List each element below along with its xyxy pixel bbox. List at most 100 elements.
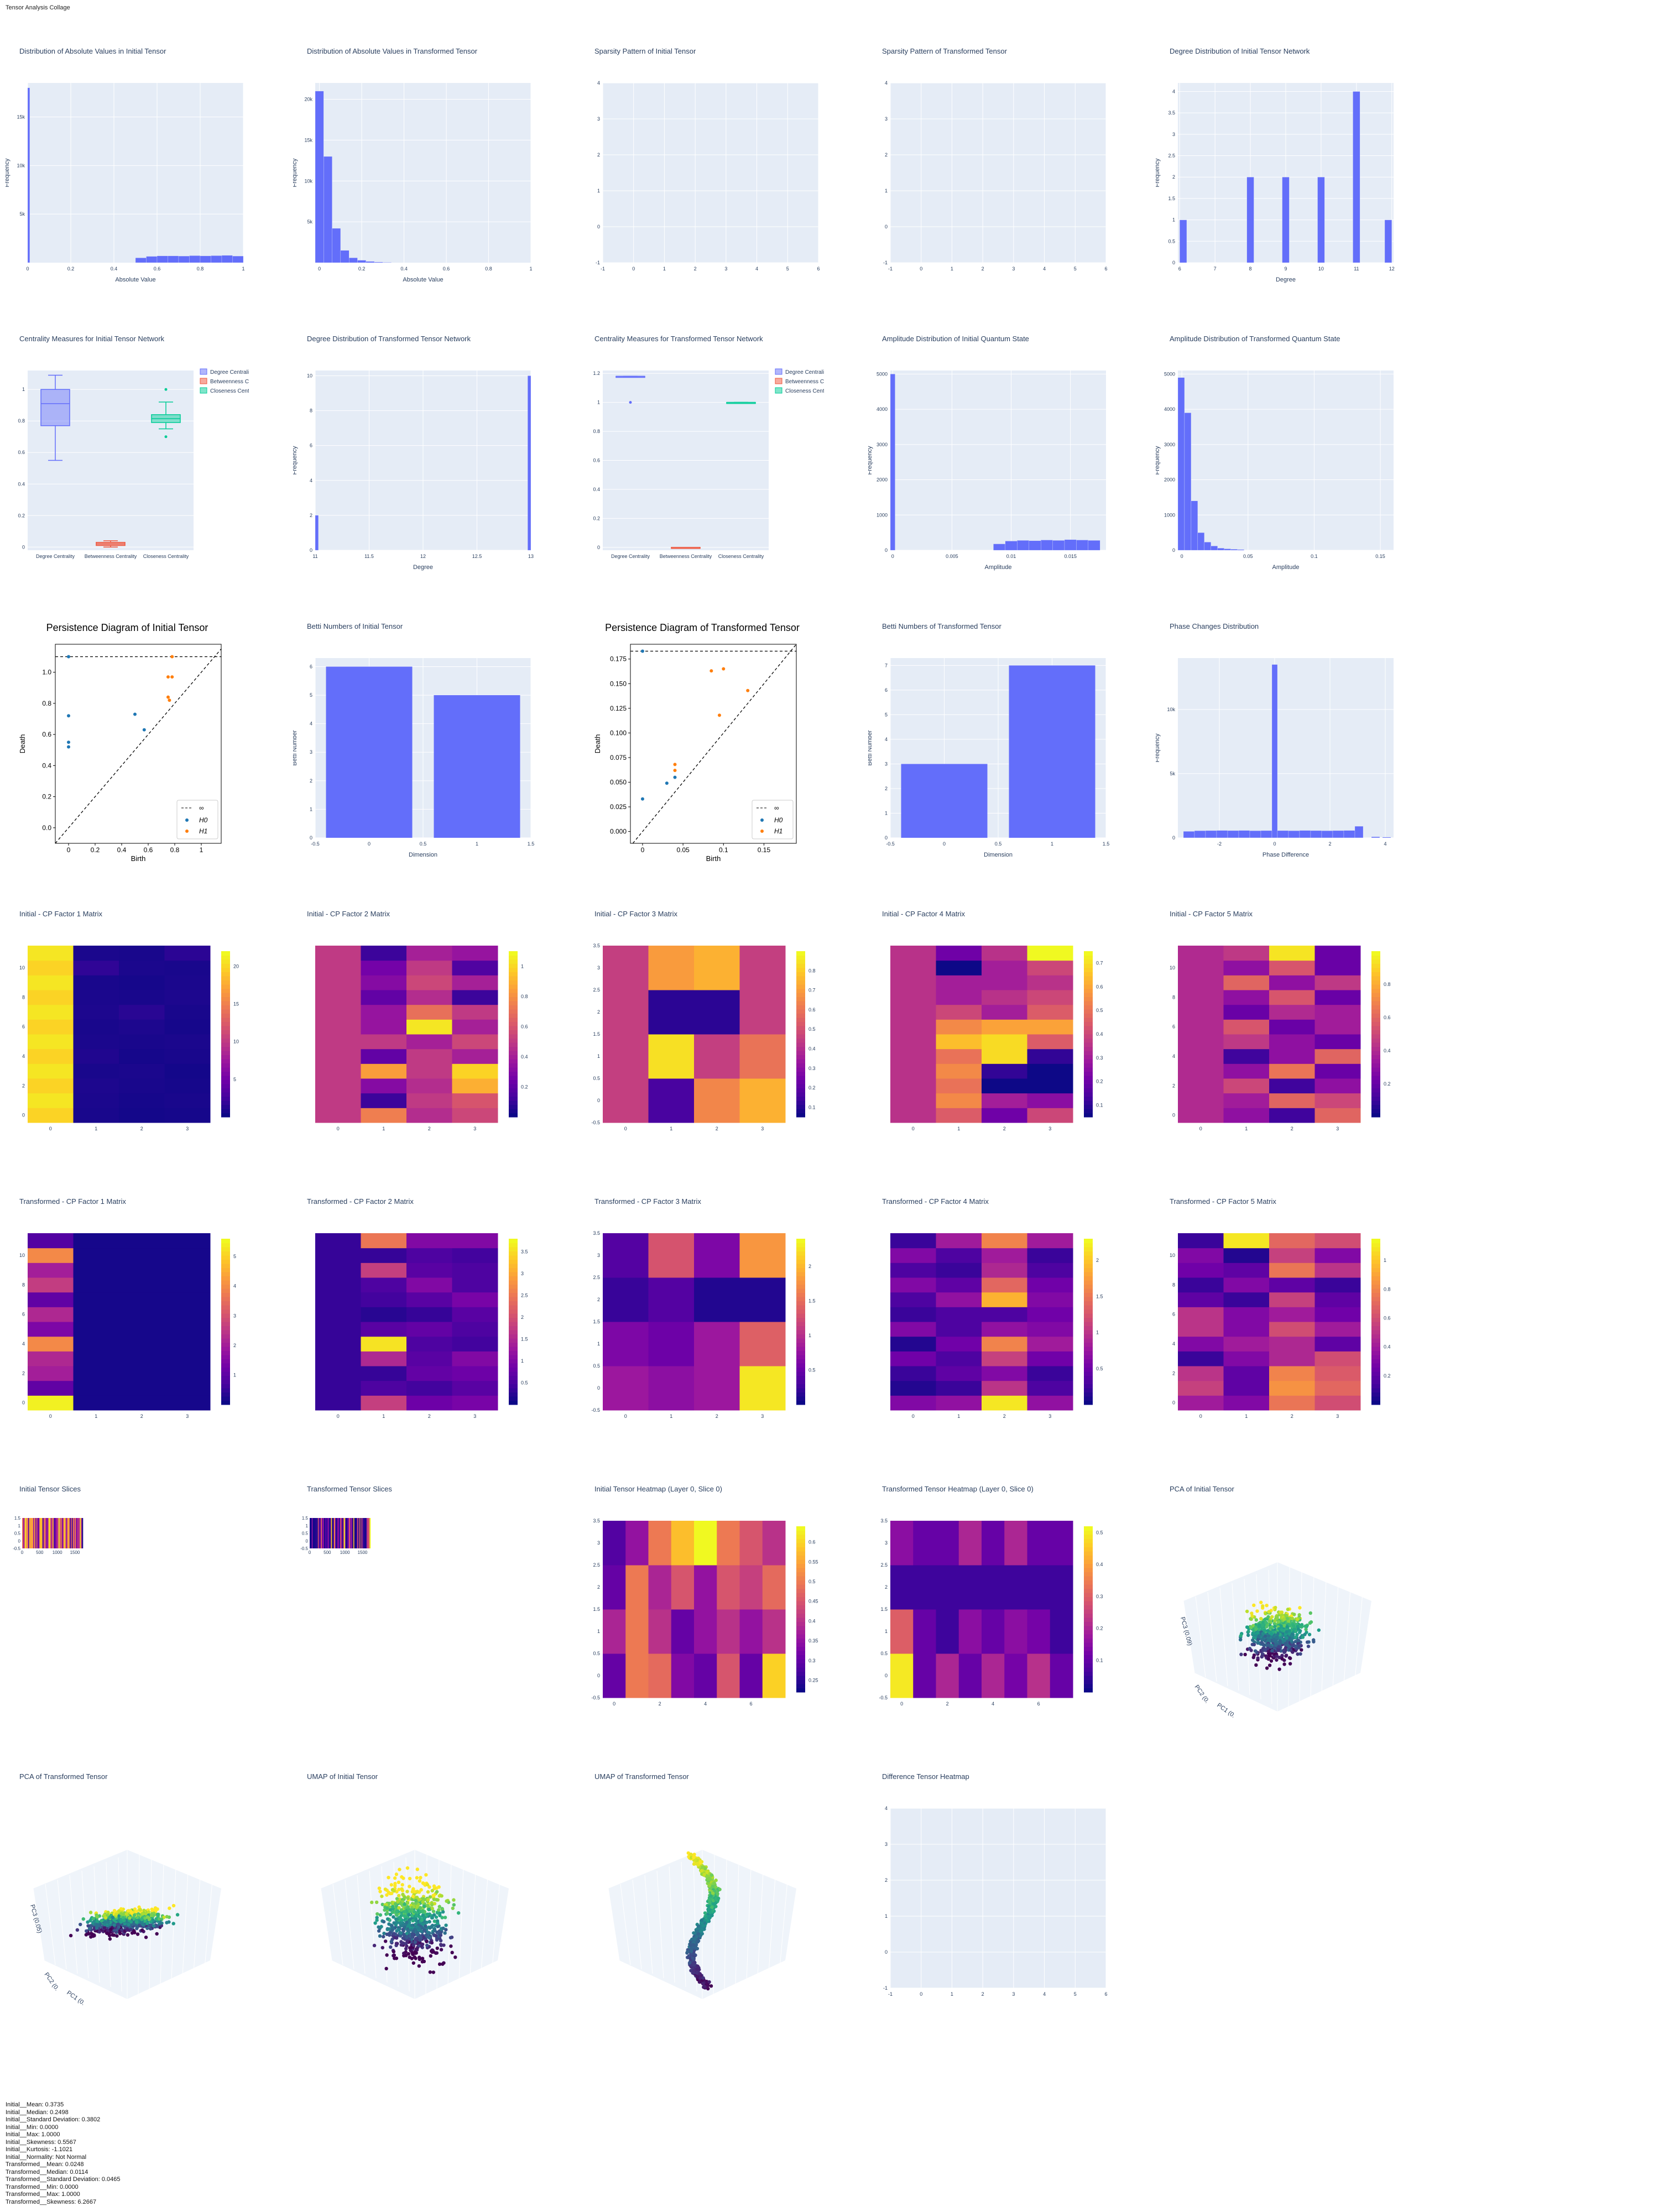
strip-slice: [28, 1518, 30, 1548]
scatter-point: [456, 1911, 461, 1915]
scatter-point: [1284, 1653, 1288, 1657]
chart-svg: 0 1 2 30.511.522.533.5: [315, 1233, 528, 1419]
scatter-point: [91, 1917, 96, 1921]
y-tick-label: 0: [1172, 1113, 1175, 1118]
colorbar-segment: [796, 1280, 805, 1285]
scatter-point: [414, 1898, 418, 1902]
scatter-point: [380, 1894, 384, 1898]
y-tick-label: -0.5: [591, 1407, 600, 1413]
y-tick-label: 0.5: [593, 1076, 600, 1081]
colorbar-segment: [509, 1005, 518, 1010]
scatter-point: [686, 1851, 690, 1855]
scatter-point: [432, 1928, 437, 1933]
y-tick-label: 2: [597, 1297, 600, 1302]
scatter-point: [1267, 1619, 1271, 1623]
x-tick-label: -0.5: [886, 841, 895, 847]
heatmap-cell: [1269, 960, 1315, 975]
heatmap-cell: [762, 1565, 786, 1610]
colorbar-segment: [1084, 1026, 1093, 1030]
heatmap-cell: [603, 1233, 649, 1278]
heatmap-cell: [406, 1292, 452, 1307]
colorbar-segment: [1084, 1076, 1093, 1080]
heatmap-cell: [1314, 1262, 1361, 1278]
strip-slice: [66, 1518, 68, 1548]
strip-slice: [49, 1518, 51, 1548]
y-tick-label: 3: [1172, 132, 1175, 137]
scatter-point: [129, 1911, 134, 1914]
y-tick-label: 3.5: [880, 1518, 888, 1524]
colorbar-segment: [1371, 1247, 1380, 1251]
heatmap-cell: [1027, 1233, 1073, 1249]
colorbar-segment: [1084, 1380, 1093, 1384]
scatter-point: [90, 1924, 93, 1928]
scatter-point: [435, 1938, 439, 1942]
x-tick-label: 0.2: [91, 846, 100, 854]
heatmap-cell: [1050, 1565, 1073, 1610]
colorbar-segment: [509, 968, 518, 972]
scatter-point: [102, 1926, 107, 1930]
scatter-point: [155, 1932, 159, 1936]
colorbar-segment: [1084, 1018, 1093, 1022]
colorbar-segment: [221, 1301, 230, 1306]
x-tick-label: -1: [601, 266, 605, 272]
h1-point: [746, 688, 750, 692]
colorbar-segment: [796, 1251, 805, 1256]
heatmap-cell: [1027, 1366, 1073, 1381]
colorbar-segment: [796, 1034, 805, 1039]
scatter-point: [383, 1887, 388, 1891]
colorbar-segment: [1084, 1084, 1093, 1088]
scene-gridline: [447, 1863, 452, 1986]
y-tick-label: 0.8: [42, 700, 51, 707]
colorbar-segment: [221, 997, 230, 1001]
strip-slice: [327, 1518, 328, 1548]
heatmap-cell: [361, 960, 407, 975]
heatmap-cell: [1027, 1019, 1073, 1035]
heatmap-cell: [315, 1108, 361, 1123]
scatter-point: [1290, 1634, 1294, 1638]
scatter-point: [398, 1921, 402, 1925]
strip-slice: [24, 1518, 25, 1548]
colorbar-segment: [221, 1280, 230, 1285]
colorbar-segment: [1371, 1096, 1380, 1101]
colorbar-segment: [1084, 1563, 1093, 1568]
colorbar-segment: [509, 1276, 518, 1281]
heatmap-cell: [603, 1653, 626, 1698]
scatter-point: [1254, 1663, 1258, 1667]
chart-title: Transformed - CP Factor 3 Matrix: [594, 1197, 701, 1206]
scatter-point: [1239, 1634, 1243, 1638]
y-tick-label: 1: [597, 400, 600, 405]
colorbar-segment: [509, 1051, 518, 1055]
y-tick-label: 1: [18, 1524, 21, 1528]
heatmap-cell: [694, 1322, 740, 1366]
heatmap-cell: [890, 1019, 936, 1035]
colorbar-segment: [796, 1243, 805, 1248]
colorbar-segment: [1371, 1104, 1380, 1109]
heatmap-cell: [119, 960, 165, 975]
heatmap-cell: [982, 1048, 1027, 1064]
h1-point: [170, 655, 174, 659]
colorbar-segment: [221, 1355, 230, 1359]
colorbar-segment: [796, 1555, 805, 1560]
y-tick-label: 8: [22, 994, 25, 1000]
x-tick-label: -2: [1217, 841, 1222, 847]
colorbar-segment: [1084, 1247, 1093, 1251]
chart-panel-h9: Transformed - CP Factor 4 Matrix 0 1 2 3 0.5 1…: [868, 1197, 1112, 1441]
y-axis-label: Death: [18, 734, 27, 754]
scatter-point: [451, 1906, 455, 1910]
scatter-point: [1293, 1640, 1298, 1644]
scatter-point: [399, 1940, 403, 1944]
colorbar-segment: [796, 1588, 805, 1593]
scatter-point: [414, 1918, 418, 1923]
scatter-point: [420, 1960, 425, 1964]
x-tick-label: 6: [750, 1701, 753, 1707]
y-tick-label: 2.5: [880, 1562, 888, 1568]
y-tick-label: 0.4: [42, 761, 51, 769]
heatmap-cell: [315, 1078, 361, 1094]
scatter-point: [380, 1902, 384, 1907]
colorbar-segment: [796, 984, 805, 989]
colorbar-tick-label: 0.4: [521, 1054, 528, 1060]
heatmap-cell: [982, 1108, 1027, 1123]
heatmap-cell: [890, 1078, 936, 1094]
